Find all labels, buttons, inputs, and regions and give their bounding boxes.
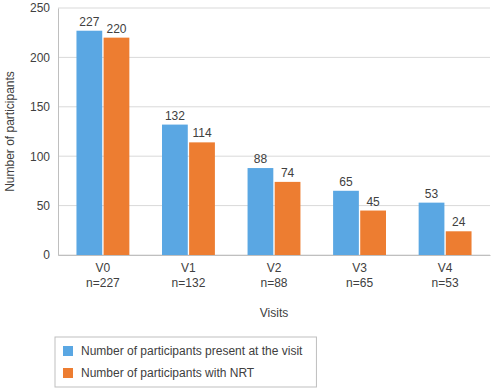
bar <box>104 38 130 255</box>
x-axis: V0n=227 V1n=132 V2n=88 V3n=65 V4n=53 <box>59 255 491 290</box>
bar <box>419 203 445 255</box>
legend: Number of participants present at the vi… <box>55 337 316 387</box>
y-tick: 50 <box>37 199 58 213</box>
bar <box>189 142 215 255</box>
grid-line <box>58 8 490 9</box>
x-tick: V0n=227 <box>86 255 120 290</box>
y-tick-label: 200 <box>30 51 50 65</box>
y-tick: 200 <box>30 51 58 65</box>
data-label: 132 <box>165 109 185 123</box>
y-tick: 150 <box>30 100 58 114</box>
data-label: 45 <box>366 195 380 209</box>
y-tick-label: 100 <box>30 150 50 164</box>
data-label: 53 <box>425 187 439 201</box>
x-axis-line <box>59 255 491 256</box>
y-axis-title: Number of participants <box>3 71 17 192</box>
y-tick-label: 250 <box>30 1 50 15</box>
bar <box>275 182 301 255</box>
data-label: 24 <box>452 215 466 229</box>
legend-swatch <box>63 368 73 378</box>
x-tick: V3n=65 <box>346 255 373 290</box>
grid <box>58 8 490 255</box>
y-axis-line <box>58 9 59 256</box>
y-tick: 100 <box>30 150 58 164</box>
bar <box>76 31 102 255</box>
bars <box>76 31 471 255</box>
x-tick: V2n=88 <box>260 255 287 290</box>
y-axis: 0 50 100 150 200 250 <box>30 1 59 262</box>
y-tick: 0 <box>43 248 58 262</box>
legend-label: Number of participants present at the vi… <box>81 344 303 358</box>
plot: 0 50 100 150 200 250 V0n=227 V1n=132 V2n=88 V3n=6… <box>30 1 491 289</box>
bar <box>360 211 386 255</box>
y-tick-label: 50 <box>37 199 51 213</box>
bar <box>248 168 274 255</box>
x-tick-label: V2n=88 <box>260 261 287 290</box>
data-label: 114 <box>192 126 211 140</box>
bar <box>162 125 188 255</box>
x-tick: V4n=53 <box>432 255 459 290</box>
y-tick: 250 <box>30 1 58 15</box>
x-tick-label: V1n=132 <box>172 261 206 290</box>
data-label: 88 <box>254 152 268 166</box>
x-tick-label: V3n=65 <box>346 261 373 290</box>
chart: 0 50 100 150 200 250 V0n=227 V1n=132 V2n=88 V3n=6… <box>0 0 500 392</box>
bar <box>446 231 472 255</box>
bar <box>333 191 359 255</box>
x-tick-label: V0n=227 <box>86 261 120 290</box>
data-label: 65 <box>339 175 353 189</box>
x-tick-label: V4n=53 <box>432 261 459 290</box>
legend-label: Number of participants with NRT <box>81 366 255 380</box>
y-tick-label: 0 <box>43 248 50 262</box>
data-label: 220 <box>106 22 126 36</box>
x-tick: V1n=132 <box>172 255 206 290</box>
legend-swatch <box>63 346 73 356</box>
legend-frame <box>55 337 316 387</box>
x-axis-title: Visits <box>260 306 288 320</box>
y-tick-label: 150 <box>30 100 50 114</box>
data-label: 74 <box>281 166 295 180</box>
data-labels: 227 132 88 65 53 220 114 74 45 24 <box>79 15 465 230</box>
data-label: 227 <box>79 15 99 29</box>
